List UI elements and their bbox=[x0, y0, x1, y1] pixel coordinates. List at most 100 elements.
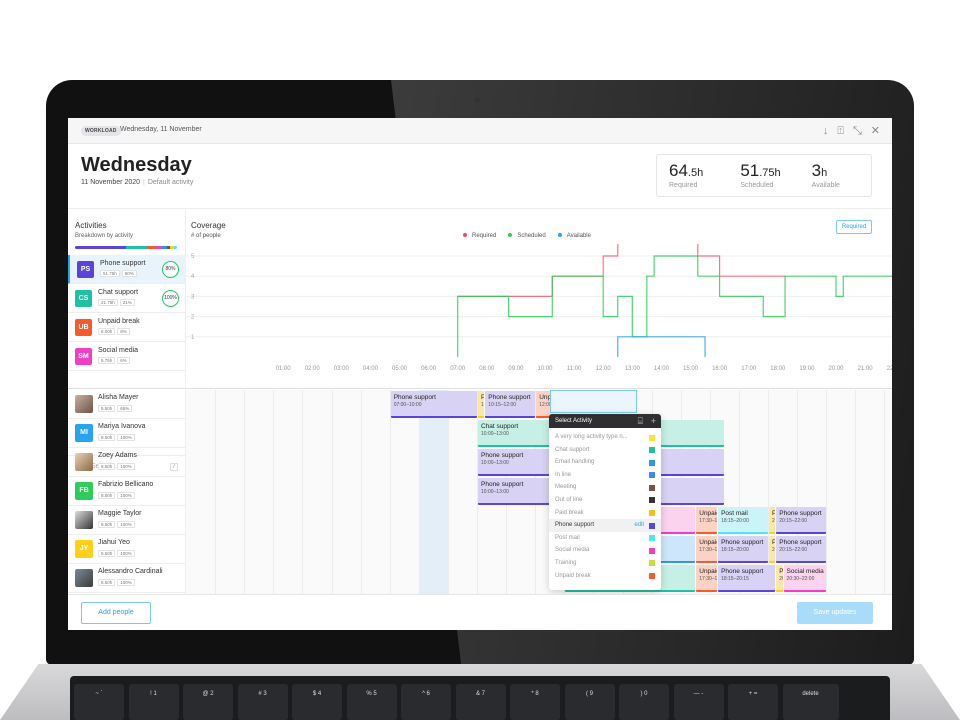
person-row[interactable]: Alessandro Cardinali 8.50h 100% bbox=[68, 564, 186, 593]
selection-box[interactable] bbox=[549, 390, 638, 413]
activities-panel: Activities Breakdown by activity PS Phone… bbox=[68, 209, 186, 472]
activity-option[interactable]: Post mail bbox=[549, 532, 661, 545]
coverage-chart: 12345601:0002:0003:0004:0005:0006:0007:0… bbox=[186, 244, 892, 372]
activity-option-label: Training bbox=[555, 559, 577, 566]
shift-block[interactable]: Post mail 18:15–20:00 bbox=[718, 507, 768, 534]
shift-name: P bbox=[772, 510, 775, 517]
person-row[interactable]: Zoey Adams 8.50h 100% bbox=[68, 448, 186, 477]
shift-name: Unpaid break bbox=[699, 510, 717, 517]
x-tick-label: 22:00 bbox=[887, 366, 892, 372]
activity-item[interactable]: UB Unpaid break 8.00h 8% bbox=[68, 313, 186, 342]
shift-block[interactable]: Social media 20:30–22:00 bbox=[783, 565, 827, 592]
app-window: WORKLOAD Wednesday, 11 November ↓ ⍐ ⤡ ✕ … bbox=[68, 118, 892, 630]
activity-option[interactable]: Paid break bbox=[549, 507, 661, 520]
shift-block[interactable]: P20 bbox=[769, 536, 776, 563]
shift-time: 18:15–20:00 bbox=[721, 547, 749, 553]
percent-chip: 100% bbox=[117, 492, 135, 499]
activity-option[interactable]: Phone support edit bbox=[549, 519, 661, 532]
activity-option[interactable]: Unpaid break bbox=[549, 570, 661, 583]
keyboard-key: ) 0 bbox=[619, 684, 669, 720]
dropdown-header: Select Activity ⌸ + bbox=[549, 414, 661, 428]
shift-block[interactable]: Unpaid break17:30–18:15 bbox=[696, 565, 718, 592]
avatar bbox=[75, 569, 93, 587]
activity-option[interactable]: Out of line bbox=[549, 494, 661, 507]
plus-icon[interactable]: + bbox=[650, 416, 656, 426]
save-updates-button[interactable]: Save updates bbox=[797, 602, 873, 624]
window-controls: ↓ ⍐ ⤡ ✕ bbox=[823, 124, 880, 138]
shift-name: Phone support bbox=[721, 539, 764, 546]
shift-block[interactable]: Phone support 20:15–22:00 bbox=[776, 536, 827, 563]
archive-icon[interactable]: ⌸ bbox=[637, 416, 643, 426]
shift-block[interactable]: P20 bbox=[769, 507, 776, 534]
shift-time: 10:00–13:00 bbox=[481, 489, 509, 495]
hours-chip: 5.75h bbox=[98, 357, 116, 364]
activity-name: Social media bbox=[98, 347, 139, 354]
hour-gridline bbox=[244, 390, 246, 594]
collapse-icon[interactable]: ⤡ bbox=[852, 125, 862, 137]
person-row[interactable]: Maggie Taylor 8.50h 100% bbox=[68, 506, 186, 535]
person-chips: 8.50h 100% bbox=[98, 463, 135, 470]
activity-item[interactable]: PS Phone support 51.75h 50% 80% bbox=[68, 255, 186, 284]
shift-time: 18:15–20:00 bbox=[721, 518, 749, 524]
shift-block[interactable]: Phone support 07:00–10:00 bbox=[390, 391, 477, 418]
y-tick-label: 1 bbox=[191, 335, 195, 341]
shift-name: Phone support bbox=[488, 394, 531, 401]
person-row[interactable]: Alisha Mayer 5.50h 65% bbox=[68, 390, 186, 419]
hours-chip: 8.00h bbox=[98, 328, 116, 335]
person-chips: 8.50h 100% bbox=[98, 579, 135, 586]
person-row[interactable]: MI Mariya Ivanova 8.50h 100% bbox=[68, 419, 186, 448]
series-line-scheduled bbox=[457, 255, 892, 357]
x-tick-label: 18:00 bbox=[770, 366, 786, 372]
activity-option[interactable]: In line bbox=[549, 469, 661, 482]
hour-gridline bbox=[884, 390, 886, 594]
percent-chip: 50% bbox=[121, 270, 137, 277]
shift-name: Unpaid break bbox=[699, 568, 717, 575]
activity-item[interactable]: SM Social media 5.75h 6% bbox=[68, 342, 186, 371]
shift-block[interactable]: Unpaid break17:30–18:15 bbox=[696, 507, 718, 534]
hours-chip: 51.75h bbox=[100, 270, 120, 277]
avatar: MI bbox=[75, 424, 93, 442]
shift-block[interactable]: Phone support 18:15–20:15 bbox=[718, 565, 776, 592]
activity-option[interactable]: Meeting bbox=[549, 481, 661, 494]
footer: Add people Save updates bbox=[68, 594, 892, 630]
legend-item: Available bbox=[557, 233, 591, 239]
activity-item[interactable]: CS Chat support 21.75h 21% 100% bbox=[68, 284, 186, 313]
activity-option[interactable]: Training bbox=[549, 557, 661, 570]
shift-block[interactable]: P10 bbox=[478, 391, 485, 418]
shift-name: Phone support bbox=[721, 568, 764, 575]
activity-option[interactable]: Email handling bbox=[549, 456, 661, 469]
color-swatch-icon bbox=[649, 447, 655, 454]
download-icon[interactable]: ↓ bbox=[822, 125, 829, 137]
shift-block[interactable]: Unpaid break12:00 bbox=[536, 391, 550, 418]
hour-gridline bbox=[360, 390, 362, 594]
activity-option[interactable]: A very long activity type n... bbox=[549, 431, 661, 444]
activity-option[interactable]: Social media bbox=[549, 544, 661, 557]
upload-icon[interactable]: ⍐ bbox=[837, 125, 844, 137]
add-people-button[interactable]: Add people bbox=[81, 602, 151, 624]
shift-block[interactable]: P20 bbox=[776, 565, 783, 592]
hour-gridline bbox=[273, 390, 275, 594]
person-row[interactable]: JY Jiahui Yeo 8.50h 100% bbox=[68, 535, 186, 564]
shift-time: 20 bbox=[779, 576, 783, 582]
keyboard-key: ( 9 bbox=[564, 684, 615, 720]
keyboard-key: $ 4 bbox=[292, 684, 342, 720]
shift-block[interactable]: Phone support 18:15–20:00 bbox=[718, 536, 768, 563]
edit-link[interactable]: edit bbox=[634, 522, 644, 529]
activity-option-label: Meeting bbox=[555, 484, 577, 491]
shift-block[interactable]: Unpaid break17:30–18:15 bbox=[696, 536, 718, 563]
y-tick-label: 2 bbox=[191, 315, 195, 321]
shift-block[interactable]: Phone support 20:15–22:00 bbox=[776, 507, 827, 534]
person-row[interactable]: FB Fabrizio Bellicano 8.50h 100% bbox=[68, 477, 186, 506]
date-label: 11 November 2020 bbox=[81, 179, 141, 186]
percent-chip: 8% bbox=[117, 328, 130, 335]
shift-time: 10:15–12:00 bbox=[488, 402, 517, 408]
shift-time: 12:00 bbox=[539, 402, 550, 408]
x-tick-label: 12:00 bbox=[596, 366, 612, 372]
shift-block[interactable]: Phone support 10:15–12:00 bbox=[485, 391, 536, 418]
breakdown-segment bbox=[169, 246, 174, 249]
activity-option[interactable]: Chat support bbox=[549, 444, 661, 457]
breakdown-segment bbox=[166, 246, 170, 249]
close-icon[interactable]: ✕ bbox=[870, 125, 880, 137]
activity-option-label: Out of line bbox=[555, 496, 583, 503]
required-toggle-button[interactable]: Required bbox=[836, 220, 872, 234]
